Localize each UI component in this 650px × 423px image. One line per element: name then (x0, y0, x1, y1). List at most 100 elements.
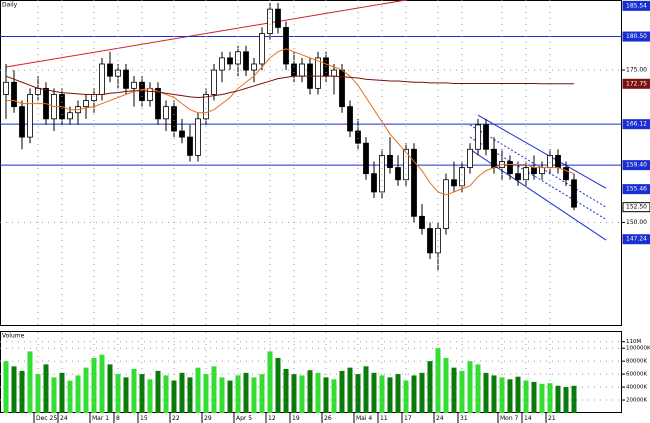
volume-bar (91, 357, 97, 413)
candle-body (251, 63, 257, 71)
volume-bar (203, 374, 209, 413)
price-tag-label: 185.54 (626, 2, 647, 9)
candle-body (91, 94, 97, 101)
volume-bar (547, 383, 553, 413)
price-tag-label: 172.75 (626, 80, 647, 87)
volume-bar (355, 374, 361, 413)
candle-body (283, 27, 289, 65)
volume-bar (459, 370, 465, 413)
candle-body (347, 106, 353, 132)
volume-bar (19, 370, 25, 413)
candle-body (35, 87, 41, 95)
candle-body (563, 167, 569, 181)
volume-bar (475, 364, 481, 413)
volume-bar (27, 351, 33, 413)
volume-bar (251, 377, 257, 413)
candle-body (99, 63, 105, 95)
volume-bar (115, 374, 121, 413)
price-tag-label: 155.46 (626, 186, 647, 193)
volume-bar (427, 361, 433, 413)
volume-bar (147, 379, 153, 413)
volume-bar (243, 372, 249, 413)
volume-bar (171, 380, 177, 413)
price-tag (622, 160, 650, 171)
candle-body (395, 167, 401, 181)
volume-bar (219, 377, 225, 413)
volume-bar (187, 377, 193, 413)
candle-body (203, 94, 209, 120)
price-tag-label: 159.40 (626, 162, 647, 169)
candle-body (235, 51, 241, 65)
volume-bar (499, 377, 505, 413)
volume-bar (435, 348, 441, 413)
volume-bar (451, 367, 457, 413)
candle-body (171, 106, 177, 132)
volume-bar (443, 357, 449, 413)
candle-body (179, 130, 185, 138)
candle-body (475, 124, 481, 150)
candle-body (315, 57, 321, 89)
candle-body (3, 81, 9, 95)
volume-bar (539, 383, 545, 413)
x-tick-label: Apr 5 (236, 415, 252, 422)
volume-bar (51, 377, 57, 413)
price-tag-label: 152.50 (626, 204, 647, 211)
candle-body (555, 154, 561, 168)
x-tick-label: 19 (292, 415, 300, 422)
volume-bar (571, 385, 577, 413)
volume-bar (395, 374, 401, 413)
candle-body (163, 106, 169, 120)
volume-bar (419, 372, 425, 413)
volume-bar (131, 368, 137, 413)
moving-average (6, 48, 575, 196)
candle-body (419, 215, 425, 229)
candle-body (83, 100, 89, 108)
trendline (469, 124, 607, 208)
volume-bar (139, 374, 145, 413)
x-tick-label: 29 (204, 415, 212, 422)
volume-bar (179, 372, 185, 413)
candle-body (299, 63, 305, 77)
volume-bar (211, 366, 217, 413)
x-tick-label: 8 (116, 415, 120, 422)
volume-bar (491, 375, 497, 413)
price-tag (622, 184, 650, 195)
candle-body (211, 69, 217, 95)
candle-body (403, 148, 409, 181)
volume-bar (123, 377, 129, 413)
candle-body (243, 51, 249, 71)
volume-bar (363, 366, 369, 413)
volume-bar (403, 380, 409, 413)
candle-body (459, 167, 465, 187)
x-tick-label: 15 (140, 415, 148, 422)
candle-body (107, 63, 113, 77)
volume-bar (235, 375, 241, 413)
y-tick-label: 175.00 (626, 67, 647, 74)
candle-body (379, 154, 385, 193)
x-tick-label: 17 (404, 415, 412, 422)
candle-body (67, 112, 73, 120)
x-tick-label: 31 (460, 415, 468, 422)
candle-body (387, 154, 393, 168)
y-tick-label: 100000K (626, 346, 650, 352)
candle-body (291, 63, 297, 77)
volume-bar (67, 380, 73, 413)
x-tick-label: Dec 25 (36, 415, 57, 422)
volume-bar (43, 364, 49, 413)
candle-body (259, 33, 265, 65)
volume-bar (11, 366, 17, 413)
candle-body (195, 118, 201, 156)
price-tag (622, 0, 650, 11)
volume-bar (483, 372, 489, 413)
volume-bar (523, 380, 529, 413)
candle-body (539, 167, 545, 175)
volume-bar (331, 379, 337, 413)
candle-body (483, 124, 489, 150)
volume-bar (379, 375, 385, 413)
candle-body (531, 167, 537, 175)
y-tick-label: 150.00 (626, 219, 647, 226)
x-tick-label: 24 (436, 415, 444, 422)
y-tick-label: 40000K (626, 385, 647, 391)
x-tick-label: Mai 4 (356, 415, 372, 422)
